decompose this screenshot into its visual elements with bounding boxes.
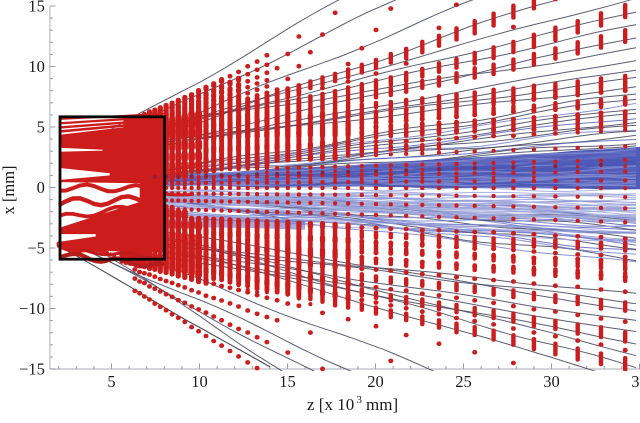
svg-text:10: 10 (28, 57, 45, 76)
svg-text:10: 10 (191, 372, 208, 391)
svg-text:25: 25 (455, 372, 472, 391)
svg-text:−15: −15 (19, 360, 45, 379)
svg-text:mm]: mm] (366, 395, 398, 414)
svg-text:−5: −5 (27, 239, 45, 258)
svg-text:5: 5 (107, 372, 115, 391)
svg-text:35: 35 (631, 372, 640, 391)
svg-text:0: 0 (37, 178, 45, 197)
svg-text:z [x 10: z [x 10 (307, 395, 354, 414)
svg-text:3: 3 (357, 394, 363, 406)
svg-text:20: 20 (367, 372, 384, 391)
svg-text:−10: −10 (19, 299, 45, 318)
svg-text:5: 5 (37, 118, 45, 137)
svg-text:15: 15 (28, 0, 45, 16)
svg-text:15: 15 (279, 372, 296, 391)
svg-text:x [mm]: x [mm] (0, 165, 18, 214)
svg-text:30: 30 (543, 372, 560, 391)
